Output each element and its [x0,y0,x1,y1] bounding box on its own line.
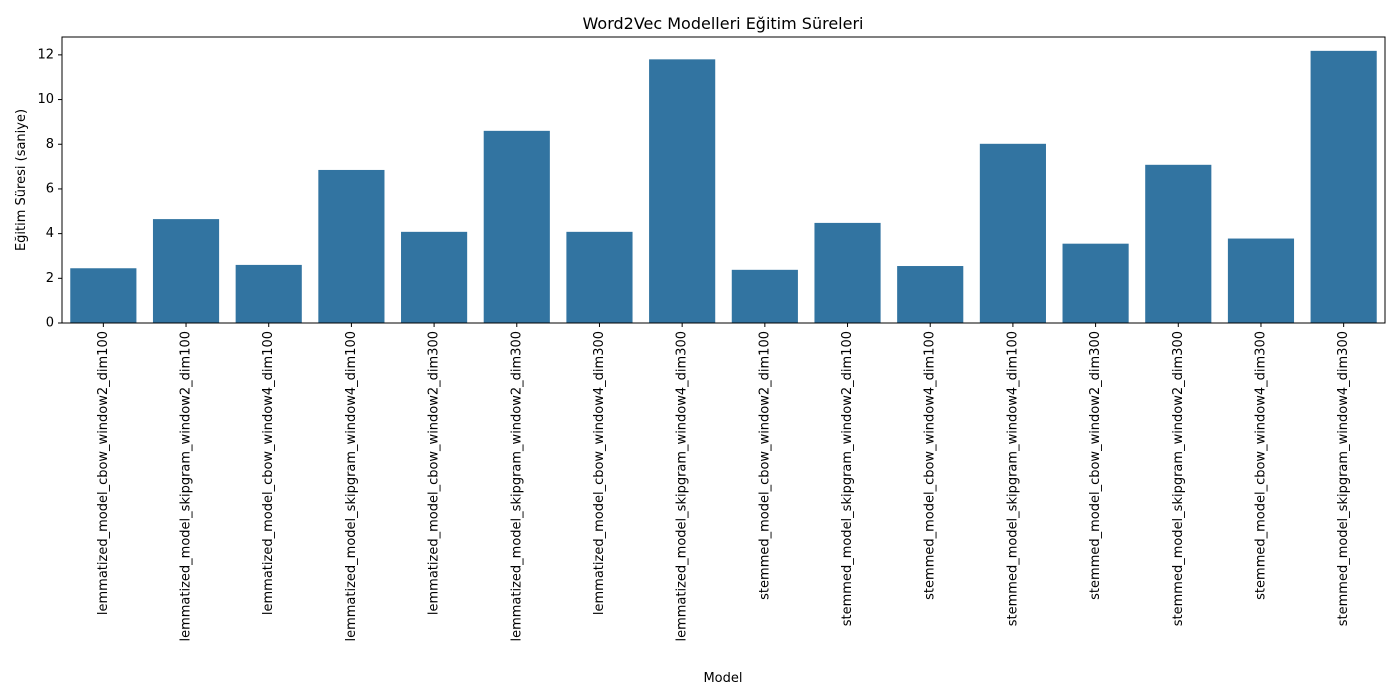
x-tick-label: stemmed_model_skipgram_window2_dim300 [1171,331,1186,626]
y-axis-label: Eğitim Süresi (saniye) [14,109,29,251]
bar-lemmatized_model_skipgram_window2_dim100 [152,219,220,323]
x-axis-label: Model [703,671,742,686]
bar-stemmed_model_cbow_window2_dim100 [731,269,798,323]
bar-stemmed_model_skipgram_window2_dim100 [814,222,881,323]
x-tick-label: lemmatized_model_cbow_window4_dim100 [261,331,276,615]
y-tick-label: 2 [46,271,54,286]
x-tick-label: stemmed_model_skipgram_window2_dim100 [840,331,855,626]
x-tick-label: stemmed_model_cbow_window4_dim300 [1253,331,1268,600]
y-tick-label: 0 [46,316,54,331]
y-tick-label: 8 [46,137,54,152]
x-tick-label: stemmed_model_skipgram_window4_dim100 [1005,331,1020,626]
bar-lemmatized_model_skipgram_window4_dim300 [649,59,716,323]
bar-lemmatized_model_cbow_window4_dim100 [235,264,302,323]
x-tick-label: lemmatized_model_skipgram_window2_dim300 [509,331,524,642]
x-tick-label: lemmatized_model_skipgram_window4_dim300 [675,331,690,642]
y-tick-label: 6 [46,181,54,196]
x-tick-label: lemmatized_model_cbow_window2_dim100 [96,331,111,615]
bar-lemmatized_model_skipgram_window4_dim100 [318,169,385,323]
bars-group [70,50,1377,324]
bar-stemmed_model_cbow_window4_dim300 [1227,238,1295,323]
x-tick-label: lemmatized_model_cbow_window2_dim300 [427,331,442,615]
x-tick-label: lemmatized_model_skipgram_window4_dim100 [344,331,359,642]
x-tick-label: stemmed_model_skipgram_window4_dim300 [1336,331,1351,626]
y-tick-label: 12 [37,47,54,62]
plot-frame [61,36,1386,324]
bar-stemmed_model_cbow_window4_dim100 [897,266,964,323]
x-tick-label: lemmatized_model_skipgram_window2_dim100 [179,331,194,642]
chart-title: Word2Vec Modelleri Eğitim Süreleri [583,14,864,33]
bar-lemmatized_model_cbow_window2_dim300 [401,231,468,323]
x-tick-label: stemmed_model_cbow_window2_dim300 [1088,331,1103,600]
bar-stemmed_model_skipgram_window2_dim300 [1145,164,1212,323]
bar-lemmatized_model_cbow_window4_dim300 [566,231,633,323]
y-tick-label: 10 [37,92,54,107]
bar-stemmed_model_cbow_window2_dim300 [1062,243,1129,323]
x-axis: lemmatized_model_cbow_window2_dim100 lemm… [96,323,1351,642]
x-tick-label: lemmatized_model_cbow_window4_dim300 [592,331,607,615]
x-tick-label: stemmed_model_cbow_window2_dim100 [757,331,772,600]
y-axis: 0 2 4 6 8 10 12 [37,47,62,331]
x-tick-label: stemmed_model_cbow_window4_dim100 [923,331,938,600]
bar-lemmatized_model_cbow_window2_dim100 [70,268,137,323]
y-tick-label: 4 [46,226,54,241]
bar-stemmed_model_skipgram_window4_dim100 [979,143,1046,323]
bar-lemmatized_model_skipgram_window2_dim300 [483,130,550,323]
bar-stemmed_model_skipgram_window4_dim300 [1310,50,1377,324]
